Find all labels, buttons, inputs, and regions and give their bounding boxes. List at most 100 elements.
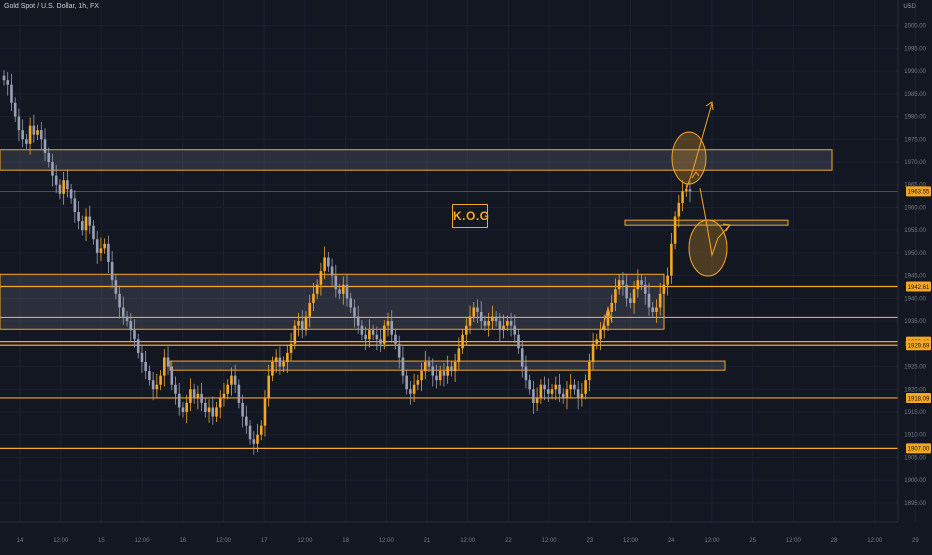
price-tag-label: 1963.55 <box>908 190 930 196</box>
candle-body <box>356 316 360 326</box>
candle-body <box>629 298 632 303</box>
minor-arrow <box>601 306 613 331</box>
price-tag <box>906 340 931 351</box>
candle-body <box>245 416 248 426</box>
candle-body <box>651 307 655 312</box>
candle-body <box>494 316 498 322</box>
candle-body <box>636 280 640 290</box>
candle-body <box>32 125 36 135</box>
candle-body <box>312 293 315 303</box>
candle-body <box>25 139 28 144</box>
candle-body <box>416 380 420 385</box>
x-tick-label: 17 <box>261 538 268 544</box>
candle-body <box>256 434 259 444</box>
candle-body <box>435 375 438 381</box>
y-tick-label: 1995.00 <box>904 46 926 52</box>
price-tag <box>906 186 931 197</box>
candle-body <box>189 389 192 403</box>
candle-body <box>465 325 468 335</box>
time-axis[interactable]: 14 12:00 15 12:00 16 12:00 17 12:00 18 12:00 21 12:… <box>0 521 932 544</box>
x-tick-label: 12:00 <box>542 538 558 544</box>
kog-logo: K.O.G <box>452 204 489 228</box>
candle-body <box>386 321 390 326</box>
x-tick-label: 29 <box>912 538 919 544</box>
candle-body <box>248 425 252 440</box>
candle-body <box>677 202 681 217</box>
candle-body <box>368 330 371 340</box>
candle-body <box>468 316 472 326</box>
candle-body <box>405 375 408 390</box>
y-tick-label: 1980.00 <box>904 115 926 121</box>
price-tag-label: 1929.69 <box>908 344 930 350</box>
candle-body <box>230 375 233 385</box>
arrow-right-icon <box>722 223 731 232</box>
candle-body <box>360 325 364 335</box>
y-tick-label: 1940.00 <box>904 296 926 302</box>
x-tick-label: 28 <box>831 538 838 544</box>
candle-body <box>595 339 599 344</box>
candle-body <box>409 389 412 394</box>
candle-body <box>498 321 502 331</box>
y-tick-label: 1910.00 <box>904 433 926 439</box>
candle-body <box>401 357 405 376</box>
candle-body <box>390 321 394 335</box>
price-axis[interactable]: 1895.00 1900.00 1905.00 1910.00 1915.00 1920.… <box>897 0 927 522</box>
x-tick-label: 12:00 <box>786 538 802 544</box>
candle-body <box>293 325 297 344</box>
candle-body <box>43 139 47 153</box>
candle-body <box>84 216 88 231</box>
candle-body <box>39 130 43 140</box>
candle-body <box>338 289 341 294</box>
candle-body <box>200 393 203 403</box>
candle-body <box>442 371 446 376</box>
candle-body <box>218 398 222 408</box>
candle-body <box>423 362 427 372</box>
candle-body <box>274 357 278 362</box>
candle-body <box>569 384 572 390</box>
candle-body <box>47 152 51 162</box>
candle-body <box>371 330 375 335</box>
candle-body <box>77 212 80 222</box>
y-tick-label: 1915.00 <box>904 410 926 416</box>
candle-body <box>315 284 319 294</box>
candle-body <box>625 284 628 299</box>
candle-body <box>565 389 569 399</box>
candle-body <box>327 257 330 267</box>
candle-body <box>547 389 550 394</box>
candle-body <box>226 384 229 394</box>
candle-body <box>204 402 207 412</box>
candle-body <box>573 384 576 390</box>
candle-body <box>438 371 442 381</box>
y-tick-label: 1950.00 <box>904 251 926 257</box>
candle-body <box>543 384 546 390</box>
y-tick-label: 1945.00 <box>904 274 926 280</box>
candle-body <box>610 302 614 312</box>
candle-body <box>278 357 282 367</box>
level-layer <box>0 191 898 449</box>
candle-body <box>450 366 453 372</box>
candle-body <box>684 189 688 192</box>
candle-body <box>28 125 32 144</box>
candle-body <box>632 289 636 303</box>
candle-body <box>136 339 140 353</box>
candle-body <box>576 389 580 399</box>
price-tag-label: 1907.00 <box>908 447 930 453</box>
y-tick-label: 1970.00 <box>904 160 926 166</box>
candle-body <box>509 321 513 326</box>
candle-body <box>420 371 423 381</box>
candle-body <box>181 407 185 412</box>
candle-body <box>614 289 617 303</box>
candle-body <box>252 439 256 444</box>
y-tick-label: 1975.00 <box>904 137 926 143</box>
candle-body <box>520 348 524 367</box>
candle-body <box>297 321 300 326</box>
candle-body <box>688 189 692 192</box>
candle-body <box>662 284 666 294</box>
x-tick-label: 12:00 <box>297 538 313 544</box>
x-tick-label: 15 <box>98 538 105 544</box>
x-tick-label: 24 <box>668 538 675 544</box>
y-tick-label: 1985.00 <box>904 92 926 98</box>
x-tick-label: 21 <box>424 538 431 544</box>
